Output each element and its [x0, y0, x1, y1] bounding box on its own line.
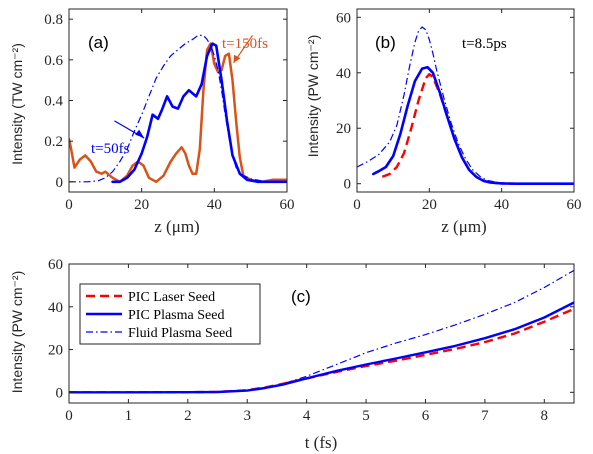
x-tick-label: 20 [422, 197, 437, 213]
x-tick-label: 40 [494, 197, 509, 213]
series-line-pic-plasma-seed [371, 65, 574, 185]
y-tick-label: 40 [336, 66, 351, 82]
panel-c-legend: PIC Laser Seed PIC Plasma Seed Fluid Plasm… [79, 283, 261, 345]
x-tick-label: 1 [125, 408, 133, 424]
y-tick-label: 0.6 [44, 53, 63, 69]
annotation-t50: t=50fs [91, 141, 130, 157]
panel-c-label: (c) [291, 287, 311, 306]
series-line-fluid [69, 34, 287, 183]
y-tick-label: 0.2 [44, 134, 63, 150]
x-tick-label: 60 [567, 197, 582, 213]
x-tick-label: 8 [541, 408, 549, 424]
panel-b-ylabel: Intensity (PW cm⁻²) [305, 35, 321, 158]
y-tick-label: 0 [344, 177, 352, 193]
panel-b-frame [356, 8, 575, 193]
legend-entry: Fluid Plasma Seed [128, 326, 232, 341]
panel-a-ylabel: Intensity (TW cm⁻²) [9, 43, 25, 165]
annotation-t85: t=8.5ps [462, 36, 507, 52]
y-tick-label: 60 [48, 257, 63, 273]
annotation-arrowhead-t50 [135, 129, 145, 139]
panel-c-ylabel: Intensity (PW cm⁻²) [9, 271, 25, 394]
y-tick-label: 20 [48, 343, 63, 359]
x-tick-label: 60 [280, 197, 295, 213]
y-tick-label: 40 [48, 300, 63, 316]
panel-a-label: (a) [88, 33, 109, 52]
panel-b-xlabel: z (μm) [441, 217, 486, 236]
panel-c-xlabel: t (fs) [305, 433, 338, 452]
panel-c-frame [68, 263, 575, 404]
x-tick-label: 4 [303, 408, 311, 424]
x-tick-label: 0 [353, 197, 361, 213]
x-tick-label: 5 [362, 408, 370, 424]
annotation-t150: t=150fs [222, 36, 268, 52]
annotation-arrowhead-t150 [233, 54, 241, 63]
panel-c: 0 1 2 3 4 5 6 7 8 0 20 40 60 (c) Intensity (PW cm⁻²)… [9, 257, 575, 452]
y-tick-label: 0.8 [44, 12, 63, 28]
series-line-t-150fs [69, 42, 287, 184]
y-tick-label: 60 [336, 10, 351, 26]
y-tick-label: 0 [56, 175, 64, 191]
series-line-pic-plasma-seed [69, 301, 574, 394]
x-tick-label: 40 [207, 197, 222, 213]
series-line-fluid-plasma-seed [69, 269, 574, 393]
x-tick-label: 2 [184, 408, 192, 424]
x-tick-label: 0 [65, 197, 73, 213]
y-tick-label: 0.4 [44, 94, 63, 110]
panel-a-xlabel: z (μm) [154, 217, 199, 236]
x-tick-label: 6 [422, 408, 430, 424]
y-tick-label: 0 [56, 385, 64, 401]
x-tick-label: 7 [481, 408, 489, 424]
panel-b: 0 20 40 60 0 20 40 60 (b) t=8.5ps Intensity (PW… [305, 8, 582, 236]
series-line-t-50fs [111, 42, 287, 184]
series-line-fluid-plasma-seed [357, 26, 574, 185]
x-tick-label: 3 [243, 408, 251, 424]
x-tick-label: 20 [134, 197, 149, 213]
legend-entry: PIC Laser Seed [128, 290, 215, 305]
y-tick-label: 20 [336, 121, 351, 137]
x-tick-label: 0 [65, 408, 73, 424]
legend-entry: PIC Plasma Seed [128, 308, 224, 323]
panel-b-label: (b) [375, 33, 396, 52]
